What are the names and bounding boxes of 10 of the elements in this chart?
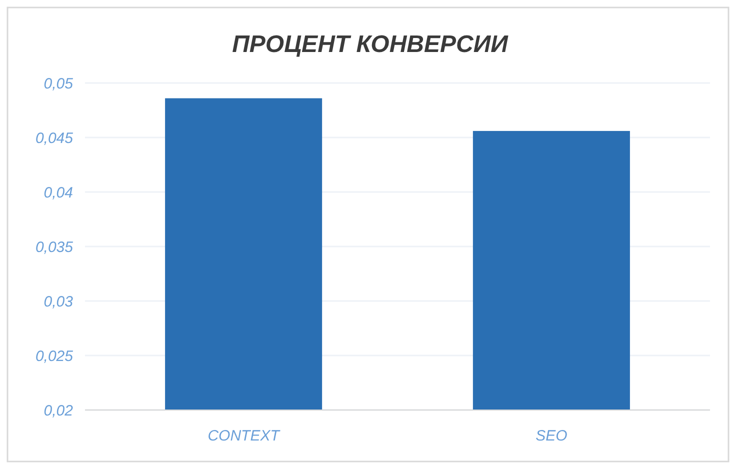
y-tick-label: 0,045 [35, 130, 74, 147]
chart-title: ПРОЦЕНТ КОНВЕРСИИ [232, 31, 509, 58]
x-tick-label: CONTEXT [208, 427, 282, 444]
y-tick-label: 0,025 [35, 348, 74, 365]
y-tick-label: 0,05 [44, 75, 74, 92]
x-tick-label: SEO [536, 427, 568, 444]
y-tick-label: 0,035 [35, 238, 74, 256]
y-tick-label: 0,03 [44, 293, 74, 310]
y-tick-label: 0,04 [44, 184, 73, 202]
y-tick-label: 0,02 [44, 402, 74, 420]
